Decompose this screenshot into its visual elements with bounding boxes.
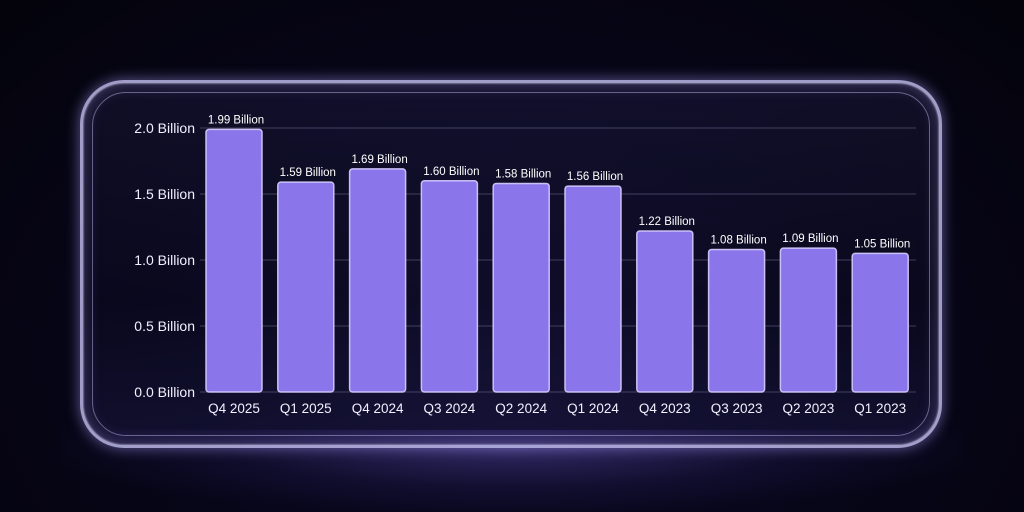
data-label: 1.05 Billion (854, 238, 910, 250)
y-tick-label: 0.0 Billion (134, 384, 195, 400)
x-tick-label: Q1 2024 (567, 401, 619, 416)
bar (278, 182, 334, 392)
x-tick-label: Q2 2024 (495, 401, 547, 416)
data-label: 1.99 Billion (208, 114, 264, 126)
x-tick-label: Q3 2024 (424, 401, 476, 416)
bar (637, 231, 693, 392)
bar (852, 253, 908, 392)
y-tick-label: 1.0 Billion (134, 252, 195, 268)
bar (421, 181, 477, 392)
bar (565, 186, 621, 392)
x-tick-label: Q3 2023 (711, 401, 763, 416)
bar (206, 129, 262, 392)
data-label: 1.69 Billion (351, 154, 407, 166)
x-tick-label: Q2 2023 (783, 401, 835, 416)
x-tick-label: Q1 2025 (280, 401, 332, 416)
y-tick-label: 2.0 Billion (134, 120, 195, 136)
bar (780, 248, 836, 392)
y-axis-ticks: 0.0 Billion 0.5 Billion 1.0 Billion 1.5 Bil… (134, 120, 195, 400)
x-tick-label: Q1 2023 (854, 401, 906, 416)
data-label: 1.09 Billion (782, 233, 838, 245)
data-label: 1.08 Billion (710, 234, 766, 246)
bar (350, 169, 406, 392)
x-axis-ticks: Q4 2025 Q1 2025 Q4 2024 Q3 2024 Q2 2024 Q1 20… (208, 401, 906, 416)
data-label: 1.22 Billion (639, 216, 695, 228)
data-label: 1.60 Billion (423, 166, 479, 178)
x-tick-label: Q4 2023 (639, 401, 691, 416)
x-tick-label: Q4 2025 (208, 401, 260, 416)
bar (709, 249, 765, 392)
data-label: 1.56 Billion (567, 171, 623, 183)
y-tick-label: 1.5 Billion (134, 186, 195, 202)
data-label: 1.58 Billion (495, 168, 551, 180)
x-tick-label: Q4 2024 (352, 401, 404, 416)
bar (493, 183, 549, 392)
y-tick-label: 0.5 Billion (134, 318, 195, 334)
data-label: 1.59 Billion (280, 167, 336, 179)
